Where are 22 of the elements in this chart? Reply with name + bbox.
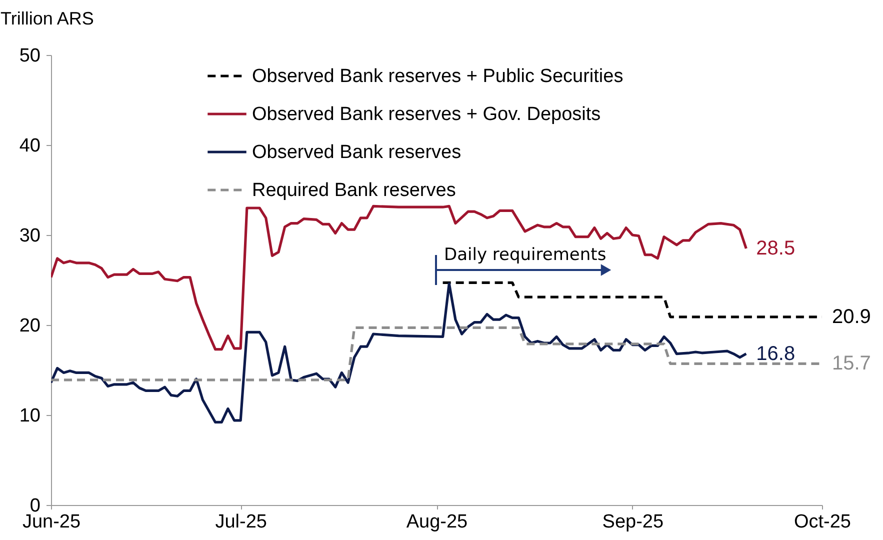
y-axis-title: Trillion ARS bbox=[0, 8, 94, 28]
legend-label: Required Bank reserves bbox=[252, 180, 456, 201]
y-tick-label: 40 bbox=[19, 136, 40, 156]
legend-label: Observed Bank reserves + Gov. Deposits bbox=[252, 104, 601, 125]
data-label: 28.5 bbox=[756, 238, 796, 260]
y-tick-label: 30 bbox=[19, 226, 40, 246]
annotation: Daily requirements bbox=[444, 245, 606, 265]
x-tick-label: Jul-25 bbox=[215, 512, 267, 532]
line-series bbox=[51, 282, 748, 424]
legend-label: Observed Bank reserves + Public Securities bbox=[252, 66, 624, 87]
y-tick-label: 10 bbox=[19, 406, 40, 426]
line-series bbox=[51, 326, 822, 382]
data-label: 16.8 bbox=[756, 342, 796, 365]
x-tick-label: Sep-25 bbox=[602, 512, 664, 532]
x-tick-label: Oct-25 bbox=[794, 512, 852, 532]
data-label: 20.9 bbox=[832, 306, 871, 328]
y-tick-label: 20 bbox=[19, 316, 40, 336]
legend-label: Observed Bank reserves bbox=[252, 142, 462, 163]
y-tick-label: 50 bbox=[19, 46, 40, 66]
data-label: 15.7 bbox=[832, 352, 871, 375]
x-tick-label: Aug-25 bbox=[406, 512, 468, 532]
line-series bbox=[51, 204, 748, 351]
